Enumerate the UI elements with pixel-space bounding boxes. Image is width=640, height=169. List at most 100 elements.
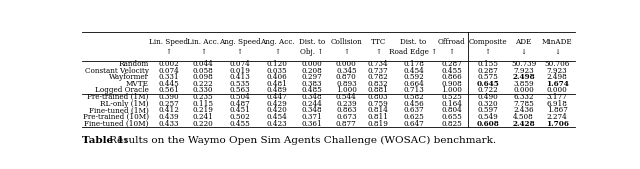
Text: 0.451: 0.451: [229, 106, 250, 114]
Text: Results on the Waymo Open Sim Agents Challenge (WOSAC) benchmark.: Results on the Waymo Open Sim Agents Cha…: [106, 136, 496, 145]
Text: 0.239: 0.239: [336, 100, 356, 108]
Text: 0.575: 0.575: [477, 73, 498, 81]
Text: Dist. to: Dist. to: [299, 38, 325, 46]
Text: 0.000: 0.000: [336, 60, 356, 68]
Text: Table 1:: Table 1:: [83, 136, 129, 145]
Text: Pre-trained (1M): Pre-trained (1M): [87, 93, 148, 101]
Text: 0.330: 0.330: [193, 87, 213, 94]
Text: 0.814: 0.814: [367, 106, 388, 114]
Text: Obj. ↑: Obj. ↑: [300, 47, 323, 55]
Text: 0.439: 0.439: [158, 113, 179, 121]
Text: 3.177: 3.177: [547, 93, 568, 101]
Text: 0.582: 0.582: [403, 93, 424, 101]
Text: 4.508: 4.508: [513, 113, 534, 121]
Text: ↓: ↓: [554, 47, 560, 55]
Text: 0.877: 0.877: [336, 120, 356, 128]
Text: ↑: ↑: [274, 47, 280, 55]
Text: 0.863: 0.863: [336, 106, 356, 114]
Text: 0.647: 0.647: [403, 120, 424, 128]
Text: 0.074: 0.074: [158, 67, 179, 75]
Text: 0.287: 0.287: [477, 67, 498, 75]
Text: 2.498: 2.498: [547, 73, 568, 81]
Text: 0.244: 0.244: [301, 100, 322, 108]
Text: 0.664: 0.664: [403, 80, 424, 88]
Text: 1.674: 1.674: [546, 80, 568, 88]
Text: 0.219: 0.219: [193, 106, 214, 114]
Text: 0.597: 0.597: [477, 106, 498, 114]
Text: 0.489: 0.489: [267, 87, 287, 94]
Text: 50.739: 50.739: [511, 60, 536, 68]
Text: 0.803: 0.803: [368, 93, 388, 101]
Text: 1.000: 1.000: [336, 87, 356, 94]
Text: 0.433: 0.433: [158, 120, 179, 128]
Text: 0.455: 0.455: [441, 67, 462, 75]
Text: 7.923: 7.923: [513, 67, 534, 75]
Text: 0.866: 0.866: [441, 73, 462, 81]
Text: 0.331: 0.331: [158, 73, 179, 81]
Text: Ang. Acc.: Ang. Acc.: [260, 38, 294, 46]
Text: 0.759: 0.759: [368, 100, 388, 108]
Text: Logged Oracle: Logged Oracle: [95, 87, 148, 94]
Text: 0.645: 0.645: [476, 80, 499, 88]
Text: 0.713: 0.713: [403, 87, 424, 94]
Text: 0.390: 0.390: [158, 93, 179, 101]
Text: 0.535: 0.535: [229, 80, 250, 88]
Text: 0.297: 0.297: [301, 73, 322, 81]
Text: 0.908: 0.908: [441, 80, 462, 88]
Text: 0.058: 0.058: [193, 67, 214, 75]
Text: 2.498: 2.498: [512, 73, 535, 81]
Text: Fine-tuned (10M): Fine-tuned (10M): [84, 120, 148, 128]
Text: 0.734: 0.734: [368, 60, 388, 68]
Text: 2.436: 2.436: [513, 106, 534, 114]
Text: 0.000: 0.000: [301, 60, 322, 68]
Text: 0.481: 0.481: [267, 80, 287, 88]
Text: ↑: ↑: [166, 47, 172, 55]
Text: Dist. to: Dist. to: [401, 38, 427, 46]
Text: 6.332: 6.332: [513, 93, 534, 101]
Text: RL-only (1M): RL-only (1M): [100, 100, 148, 108]
Text: 0.115: 0.115: [193, 100, 214, 108]
Text: 0.608: 0.608: [476, 120, 499, 128]
Text: ↑: ↑: [200, 47, 206, 55]
Text: 0.485: 0.485: [301, 87, 322, 94]
Text: 7.923: 7.923: [547, 67, 568, 75]
Text: 0.098: 0.098: [193, 73, 214, 81]
Text: 50.706: 50.706: [545, 60, 570, 68]
Text: 0.164: 0.164: [441, 100, 462, 108]
Text: 0.455: 0.455: [229, 120, 250, 128]
Text: 0.287: 0.287: [441, 60, 462, 68]
Text: 0.502: 0.502: [229, 113, 250, 121]
Text: 0.454: 0.454: [267, 113, 287, 121]
Text: 0.722: 0.722: [477, 87, 498, 94]
Text: 0.673: 0.673: [336, 113, 356, 121]
Text: 0.504: 0.504: [229, 93, 250, 101]
Text: 0.563: 0.563: [229, 87, 250, 94]
Text: 0.220: 0.220: [193, 120, 214, 128]
Text: Wayformer: Wayformer: [109, 73, 148, 81]
Text: 2.428: 2.428: [512, 120, 535, 128]
Text: 0.525: 0.525: [441, 93, 462, 101]
Text: 0.406: 0.406: [267, 73, 287, 81]
Text: 0.371: 0.371: [301, 113, 322, 121]
Text: 0.592: 0.592: [403, 73, 424, 81]
Text: 0.544: 0.544: [336, 93, 356, 101]
Text: ADE: ADE: [515, 38, 532, 46]
Text: 0.035: 0.035: [267, 67, 287, 75]
Text: Random: Random: [118, 60, 148, 68]
Text: 0.345: 0.345: [336, 67, 356, 75]
Text: 0.804: 0.804: [441, 106, 462, 114]
Text: 1.000: 1.000: [441, 87, 462, 94]
Text: 0.825: 0.825: [441, 120, 462, 128]
Text: Composite: Composite: [468, 38, 507, 46]
Text: 0.348: 0.348: [301, 106, 322, 114]
Text: 0.782: 0.782: [368, 73, 388, 81]
Text: 0.000: 0.000: [513, 87, 534, 94]
Text: 0.561: 0.561: [158, 87, 179, 94]
Text: 1.867: 1.867: [547, 106, 568, 114]
Text: 0.454: 0.454: [403, 67, 424, 75]
Text: 0.423: 0.423: [267, 120, 287, 128]
Text: ↑: ↑: [236, 47, 243, 55]
Text: ↓: ↓: [520, 47, 527, 55]
Text: 0.019: 0.019: [229, 67, 250, 75]
Text: 0.811: 0.811: [367, 113, 388, 121]
